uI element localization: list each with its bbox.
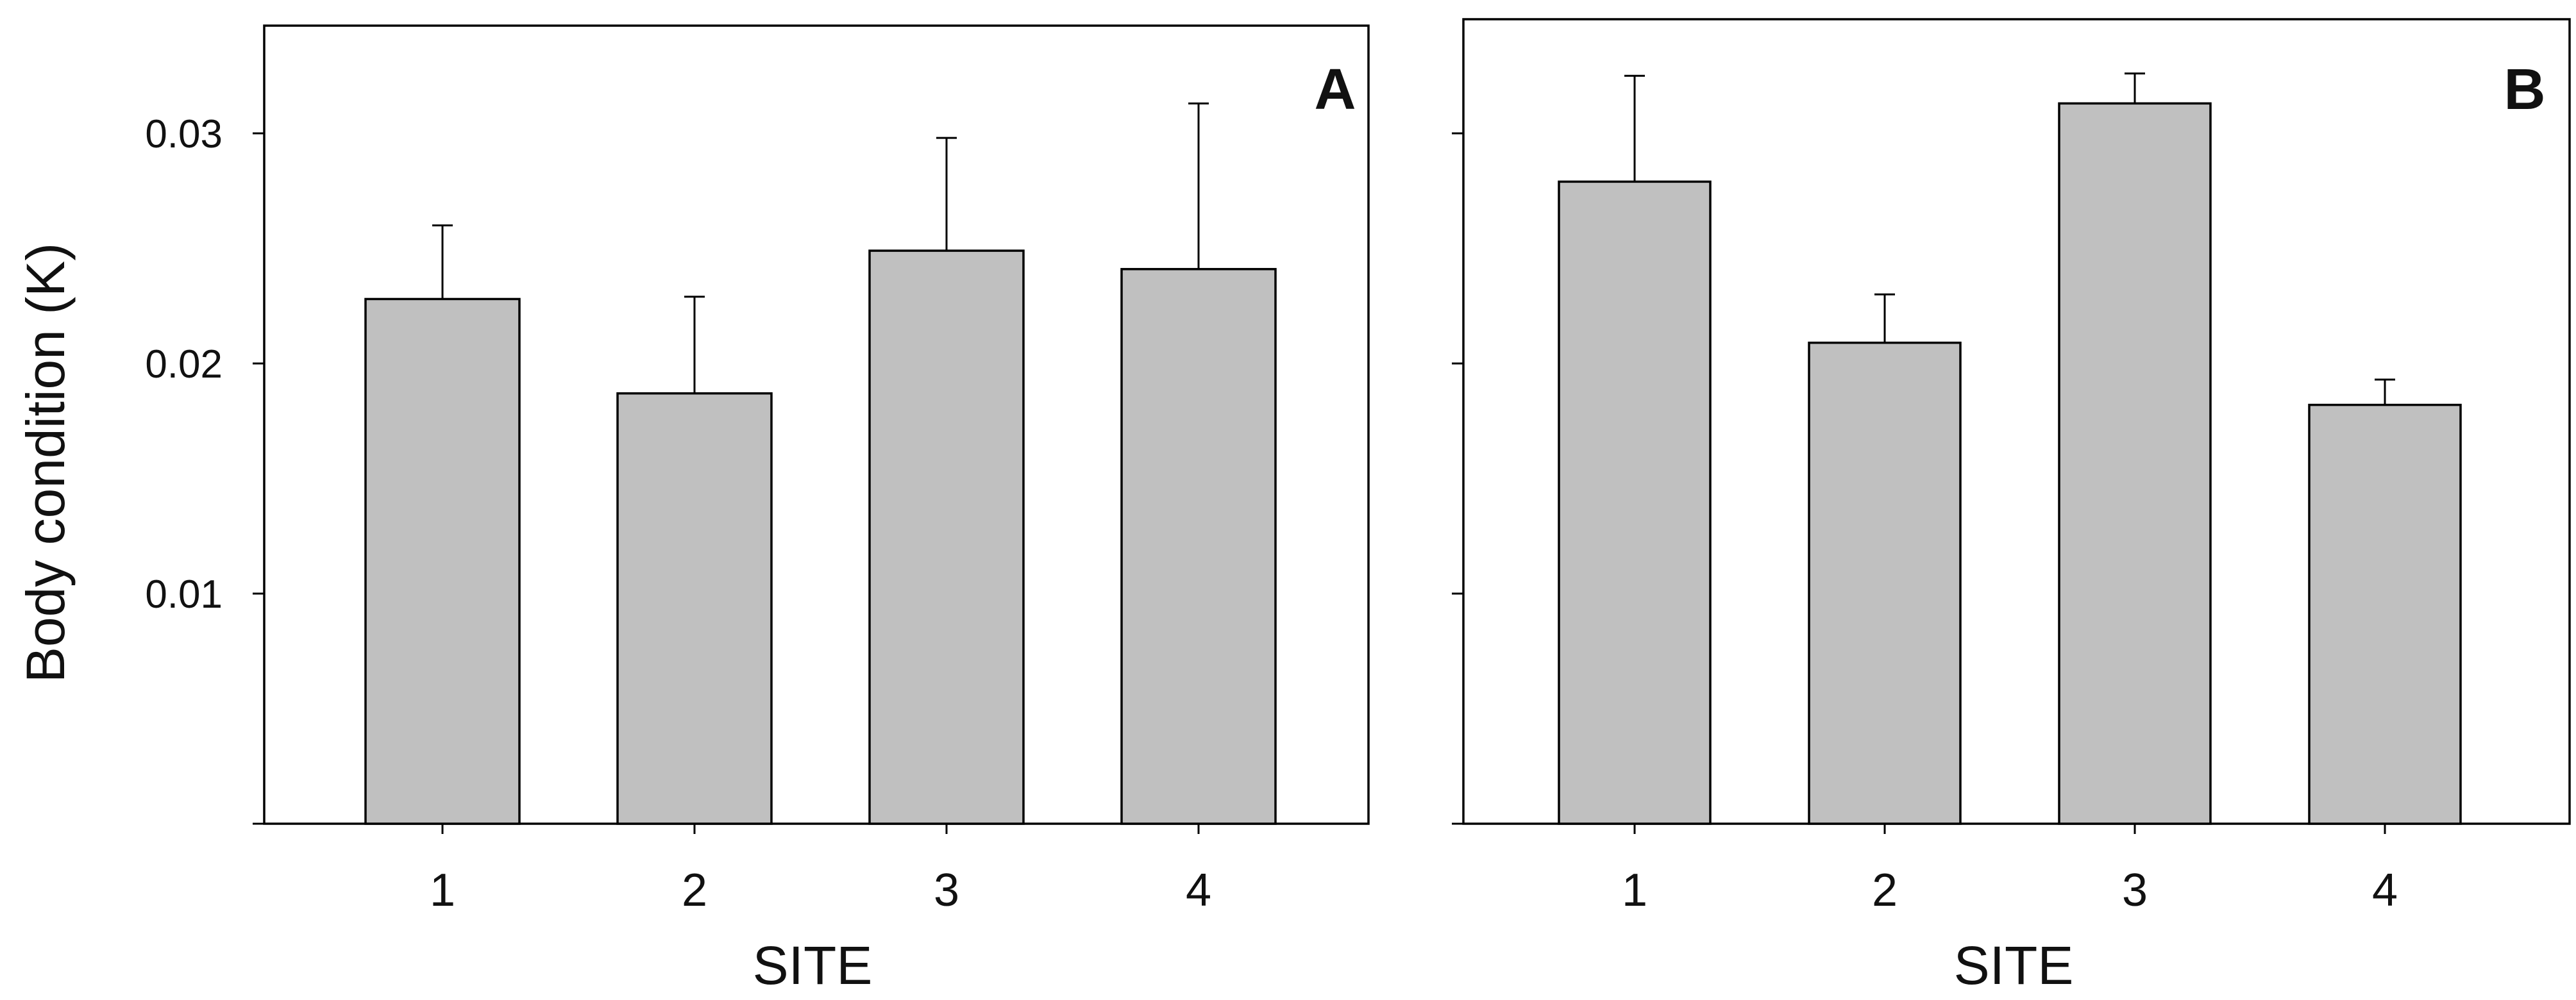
panel-a-y-tick-label: 0.03 — [145, 112, 223, 156]
panel-b-bar — [1558, 180, 1712, 825]
panel-b: 1 2 3 4 B SITE — [1452, 18, 2571, 996]
panel-a-bars — [364, 102, 1277, 825]
panel-a-y-tick-label: 0.02 — [145, 342, 223, 387]
panel-a: 1 2 3 4 0.01 0.02 0.03 A SITE — [145, 24, 1370, 996]
y-axis-title: Body condition (K) — [15, 243, 76, 683]
panel-b-bars — [1558, 72, 2462, 825]
panel-a-bar — [616, 392, 773, 825]
panel-a-bar — [1120, 268, 1277, 825]
panel-b-bar — [1808, 341, 1962, 825]
panel-b-frame — [1462, 18, 2571, 825]
panel-a-x-tick-label: 3 — [934, 865, 959, 916]
panel-a-ticks: 1 2 3 4 0.01 0.02 0.03 — [145, 112, 1211, 916]
panel-a-x-tick-label: 2 — [682, 865, 707, 916]
panel-b-x-tick-label: 3 — [2122, 865, 2148, 916]
panel-b-x-axis-title: SITE — [1954, 935, 2074, 996]
panel-a-x-tick-label: 4 — [1186, 865, 1211, 916]
panel-b-letter: B — [2504, 58, 2546, 122]
panel-a-x-tick-label: 1 — [430, 865, 455, 916]
panel-b-x-tick-label: 1 — [1622, 865, 1647, 916]
panel-a-y-tick-label: 0.01 — [145, 572, 223, 617]
panel-b-ticks: 1 2 3 4 — [1452, 132, 2398, 916]
panel-b-bar — [2058, 102, 2212, 825]
panel-b-x-tick-label: 2 — [1872, 865, 1898, 916]
panel-a-letter: A — [1315, 58, 1356, 122]
panel-a-frame — [263, 24, 1370, 825]
panel-a-x-axis-title: SITE — [753, 935, 873, 996]
panel-b-bar — [2308, 403, 2462, 825]
panel-a-bar — [364, 297, 521, 825]
panel-a-bar — [868, 249, 1025, 825]
panel-b-x-tick-label: 4 — [2372, 865, 2398, 916]
